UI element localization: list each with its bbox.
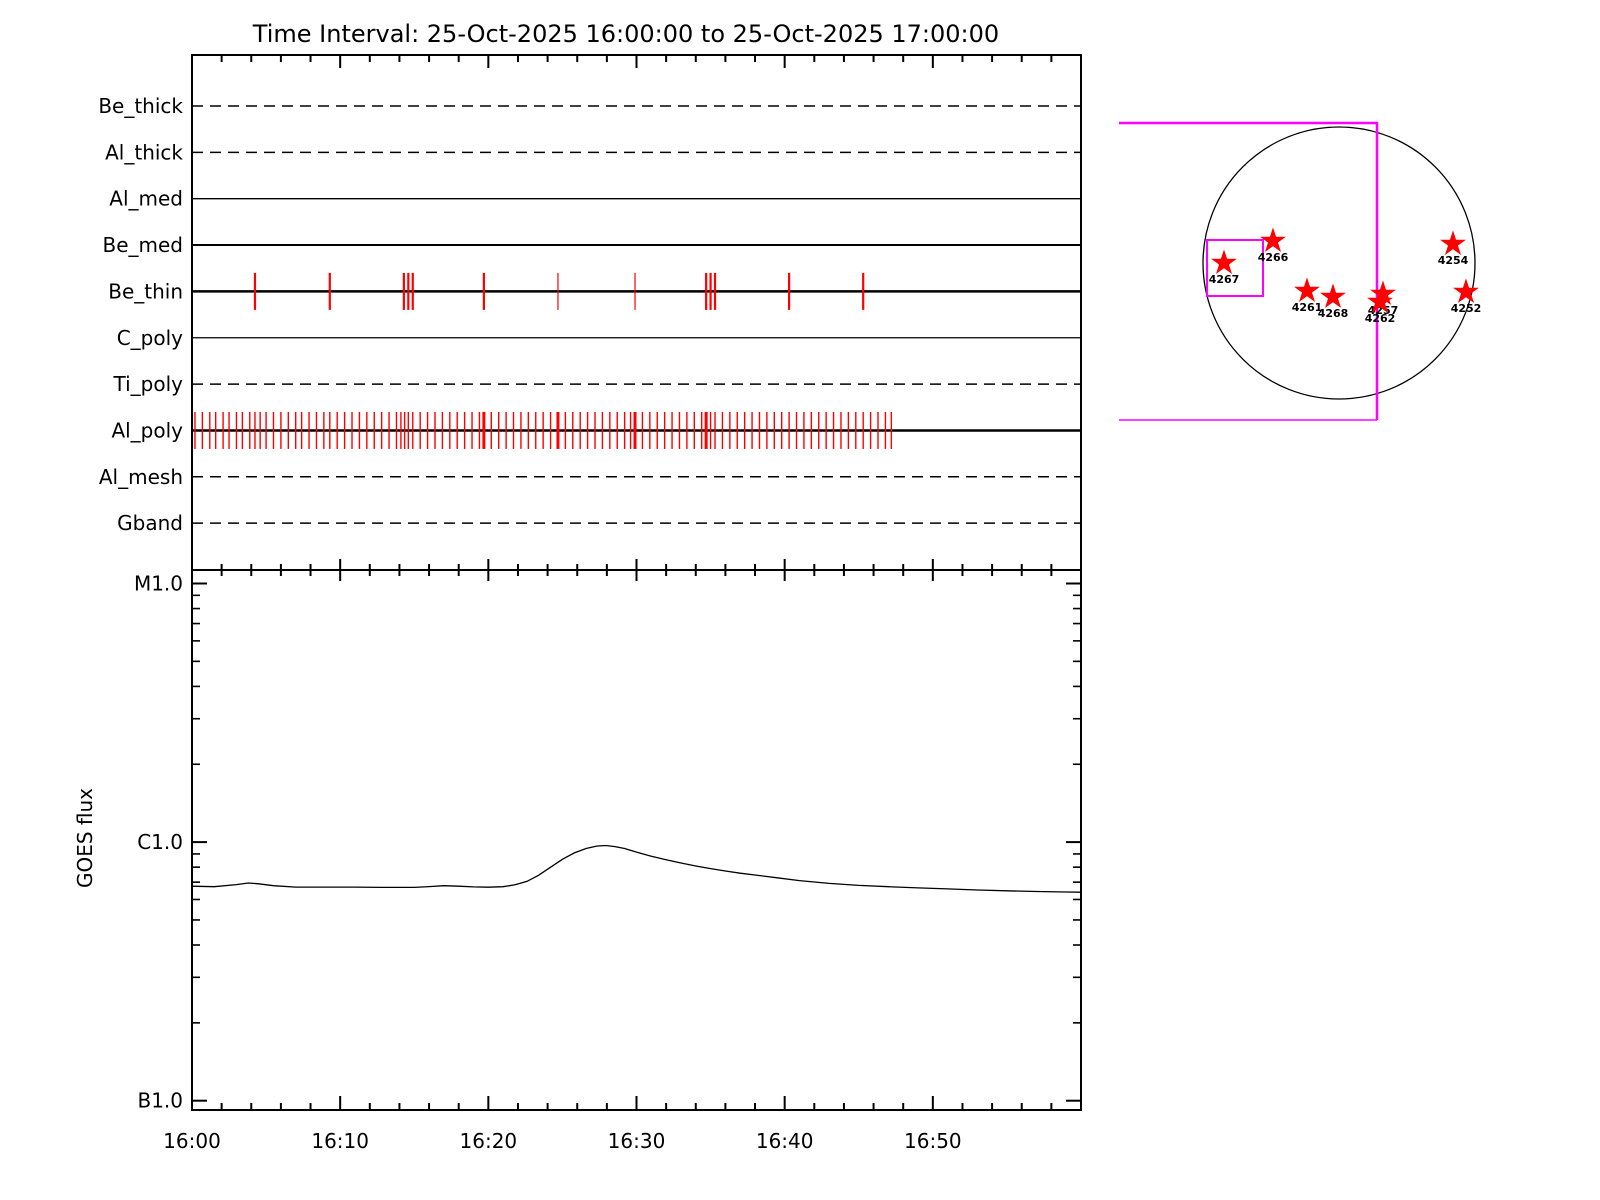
active-region-label: 4262 [1365,312,1396,325]
goes-y-axis-label: GOES flux [73,788,97,888]
active-region-star [1440,230,1466,255]
filter-row-label: Be_thick [98,94,183,118]
active-region-label: 4268 [1318,307,1349,320]
filter-row-label: Be_med [102,233,183,257]
x-tick-label: 16:20 [460,1129,518,1153]
filter-row-label: Ti_poly [113,372,184,396]
x-tick-label: 16:30 [608,1129,666,1153]
solar-limb-circle [1202,126,1476,400]
active-region-star [1211,249,1237,274]
goes-flux-panel: 16:00 16:10 16:20 16:30 16:40 16:50 M1.0 C1.0 B1… [134,569,1082,1153]
y-tick-label: M1.0 [134,572,183,596]
x-tick-label: 16:00 [163,1129,221,1153]
figure-title: Time Interval: 25-Oct-2025 16:00:00 to 2… [252,20,999,48]
active-region-star [1367,288,1393,313]
x-tick-label: 16:10 [311,1129,369,1153]
y-tick-label: C1.0 [137,830,183,854]
active-region-star [1453,278,1479,303]
active-region-label: 4252 [1451,302,1482,315]
active-region-star [1294,277,1320,302]
active-region-star [1260,227,1286,252]
filter-row-label: Be_thin [108,279,183,303]
goes-panel-border [191,569,1082,1111]
x-tick-label: 16:40 [756,1129,814,1153]
x-tick-label: 16:50 [904,1129,962,1153]
active-region-star [1320,283,1346,308]
y-tick-label: B1.0 [137,1089,183,1113]
timeline-panel-border [191,54,1082,571]
filter-row-label: Gband [117,511,183,535]
active-region-label: 4267 [1209,273,1240,286]
filter-row-label: C_poly [117,326,183,350]
filter-row-label: Al_mesh [99,465,183,489]
filter-row-label: Al_thick [105,140,183,164]
goes-flux-curve [191,844,1082,893]
filter-row-label: Al_med [109,187,183,211]
filter-row-label: Al_poly [111,418,183,442]
xrt-target-box [1206,239,1264,297]
xrt-exposure-timeline-panel: Be_thick Al_thick Al_med Be_med Be_thin C_pol… [98,54,1082,581]
active-region-label: 4266 [1258,251,1289,264]
fov-outline-top-right [1119,121,1379,420]
active-region-label: 4254 [1438,254,1469,267]
active-region-label: 4261 [1292,301,1323,314]
